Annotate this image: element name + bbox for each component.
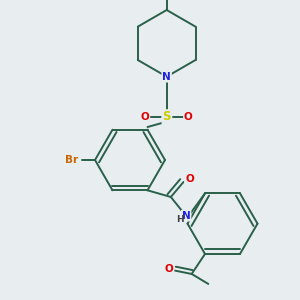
Text: O: O: [184, 112, 193, 122]
Text: N: N: [162, 72, 171, 82]
Text: Br: Br: [65, 155, 78, 165]
Text: H: H: [176, 215, 183, 224]
Text: O: O: [185, 174, 194, 184]
Text: S: S: [162, 110, 171, 123]
Text: N: N: [182, 211, 190, 220]
Text: O: O: [141, 112, 149, 122]
Text: O: O: [165, 264, 173, 274]
